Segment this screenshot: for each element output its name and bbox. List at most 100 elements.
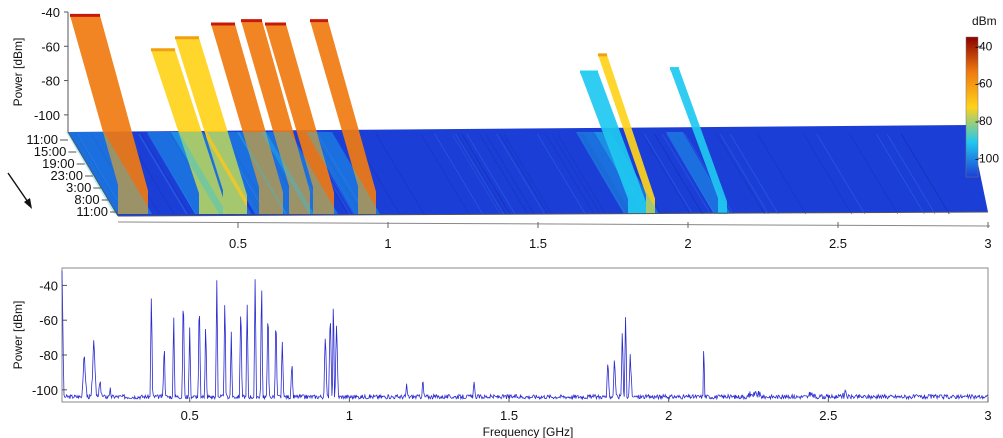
floor-streak [138,133,187,215]
waterfall-band-fringe [594,132,659,214]
top-ylabel: Power [dBm] [11,38,25,107]
waterfall-band-fringe [666,132,731,214]
floor-streak [77,133,126,215]
spectrum-plot: -40 -60 -80 -100 0.5 1 1.5 2 2.5 3 Frequency [GH… [11,267,992,438]
colorbar-label: dBm [972,14,997,28]
waterfall-band-face [70,15,148,214]
spectrum-x-tick-label: 1.5 [500,408,518,423]
waterfall-band-face [211,24,283,214]
waterfall-band-fringe [261,132,338,214]
floor-streak [75,133,125,215]
floor-streak [503,133,553,215]
floor-streak [729,133,779,215]
floor-streak [496,133,545,215]
floor-streak [557,133,606,215]
waterfall-front-edge [117,211,989,217]
floor-streak [757,133,807,215]
time-tick-label: 15:00 [34,144,67,159]
waterfall-freq-tick-label: 2 [684,236,691,251]
power-tick-label: -100 [34,108,60,123]
floor-streak [582,133,632,215]
waterfall-band-face [175,37,247,214]
colorbar-tick-label: -100 [975,151,999,165]
colorbar-ticks: -40 -60 -80 -100 [975,39,999,165]
floor-streak [719,133,769,215]
spectrum-x-tick-label: 2.5 [819,408,837,423]
waterfall-bands [66,13,731,215]
spectrum-x-tick-label: 2 [665,408,672,423]
waterfall-band-fringe [207,132,287,214]
colorbar-tick-label: -40 [975,39,993,53]
spectrum-y-ticks: -40 -60 -80 -100 [32,278,67,398]
floor-streak [644,133,693,215]
spectrum-x-tick-label: 1 [346,408,353,423]
floor-streak [457,133,507,215]
floor-streak [147,133,197,215]
time-tick-label: 23:00 [50,168,83,183]
floor-streak [138,133,188,215]
waterfall-band-face [265,24,334,214]
power-tick-label: -80 [41,74,60,89]
power-tick-label: -60 [41,39,60,54]
waterfall-band-fringe [237,132,314,214]
waterfall-band-fringe [66,132,152,214]
waterfall-freq-tick-label: 2.5 [829,236,847,251]
waterfall-plot: -40-60-80-100 Power [dBm] 11:0015:0019:0… [7,5,999,251]
floor-streak [641,133,691,215]
waterfall-band-face [598,54,655,214]
spectrum-y-tick-label: -100 [32,383,58,398]
floor-streak [803,133,852,215]
floor-streak [434,133,484,215]
floor-streak [140,133,190,215]
floor-streak [816,133,866,215]
floor-streak [900,133,950,215]
spectrum-x-tick-label: 0.5 [181,408,199,423]
waterfall-band [306,19,380,215]
time-tick-label: 11:00 [76,204,108,219]
floor-streak [886,133,936,215]
time-arrow [7,172,32,209]
floor-streak [420,133,470,215]
power-tick-label: -40 [41,5,60,20]
power-axis-ticks: -40 -60 -80 -100 [34,5,68,123]
floor-streak [450,133,500,215]
waterfall-band [594,53,659,214]
time-tick-label: 8:00 [74,192,99,207]
floor-streak [545,133,595,215]
colorbar-tick-label: -80 [975,114,993,128]
floor-streak [716,133,765,215]
time-tick-label: 11:00 [26,132,58,147]
waterfall-band-fringe [306,132,380,214]
floor-streak [479,133,528,215]
waterfall-base-axis [117,221,991,227]
floor-streak [579,133,628,215]
spectrum-y-tick-label: -60 [39,313,58,328]
waterfall-band [147,48,227,214]
waterfall-band-face [241,20,310,215]
waterfall-band [666,67,731,214]
floor-streak [580,133,630,215]
spectrum-ylabel: Power [dBm] [11,301,25,370]
colorbar-tick-label: -60 [975,77,993,91]
floor-streak [901,133,950,215]
colorbar: dBm -40 -60 -80 -100 [965,14,999,178]
floor-streak [485,133,535,215]
floor-streak [466,133,516,215]
floor-streak [499,133,549,215]
floor-streak [312,133,362,215]
time-tick-label: 19:00 [42,156,75,171]
waterfall-band [237,19,314,215]
colorbar-gradient [965,36,979,178]
spectrum-xlabel: Frequency [GHz] [483,425,574,438]
floor-streak [317,133,366,215]
waterfall-band-fringe [147,132,227,214]
waterfall-frequency-ticks: 0.5 1 1.5 2 2.5 3 [229,222,992,251]
floor-streak [552,133,601,215]
floor-streak [662,133,711,215]
floor-streak [536,133,586,215]
waterfall-band-fringe [171,132,251,214]
time-tick-label: 3:00 [66,180,91,195]
floor-streak [375,133,425,215]
